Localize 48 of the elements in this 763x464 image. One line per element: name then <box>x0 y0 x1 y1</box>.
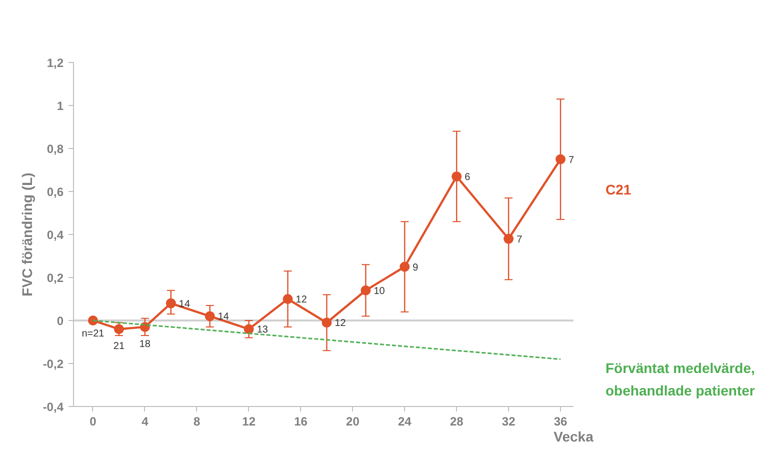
x-tick-label: 8 <box>194 414 201 428</box>
annotation: 13 <box>256 324 268 336</box>
annotation: 7 <box>568 154 575 166</box>
annotation: 12 <box>334 318 346 330</box>
point <box>114 324 124 334</box>
y-tick-label: -0,4 <box>42 400 64 414</box>
annotation: n=21 <box>82 328 105 340</box>
point <box>204 311 215 322</box>
annotation: 21 <box>113 341 125 352</box>
x-tick-label: 20 <box>346 414 360 428</box>
y-tick-label: 0,6 <box>46 185 64 199</box>
y-tick-label: 0 <box>56 314 64 328</box>
annotation: 18 <box>139 338 151 350</box>
x-tick-label: 24 <box>398 414 412 428</box>
y-tick-label: 0,2 <box>46 271 64 285</box>
annotation: 14 <box>218 312 230 323</box>
annotation: 12 <box>296 294 308 306</box>
point <box>282 294 293 304</box>
x-tick-label: 28 <box>450 414 464 428</box>
x-tick-label: 4 <box>142 414 149 428</box>
x-tick-label: 12 <box>242 414 256 428</box>
point <box>504 234 514 244</box>
x-tick-label: 0 <box>90 414 97 428</box>
y-tick-label: 1 <box>56 99 64 113</box>
annotation: 7 <box>516 234 523 246</box>
annotation: 6 <box>464 172 471 183</box>
x-axis-title: Vecka <box>554 428 594 444</box>
point <box>88 316 98 326</box>
point <box>322 318 332 328</box>
x-tick-label: 32 <box>502 414 516 428</box>
y-tick-label: 0,4 <box>46 228 64 242</box>
point <box>452 171 462 182</box>
annotation: 14 <box>178 298 190 310</box>
point <box>244 324 254 334</box>
point <box>360 285 371 296</box>
point <box>400 262 410 272</box>
text: C21 <box>606 181 632 198</box>
point <box>166 298 176 308</box>
annotation: 10 <box>374 286 386 297</box>
annotation: 9 <box>412 262 419 274</box>
point <box>556 154 566 164</box>
y-axis-title: FVC förändring (L) <box>18 172 35 296</box>
y-tick-label: 1,2 <box>46 56 64 70</box>
x-tick-label: 36 <box>554 414 568 428</box>
text: Förväntat medelvärde, obehandlade patienter <box>606 360 756 398</box>
y-tick-label: 0,8 <box>46 142 64 156</box>
x-tick-label: 16 <box>294 414 308 428</box>
y-tick-label: -0,2 <box>42 357 64 371</box>
